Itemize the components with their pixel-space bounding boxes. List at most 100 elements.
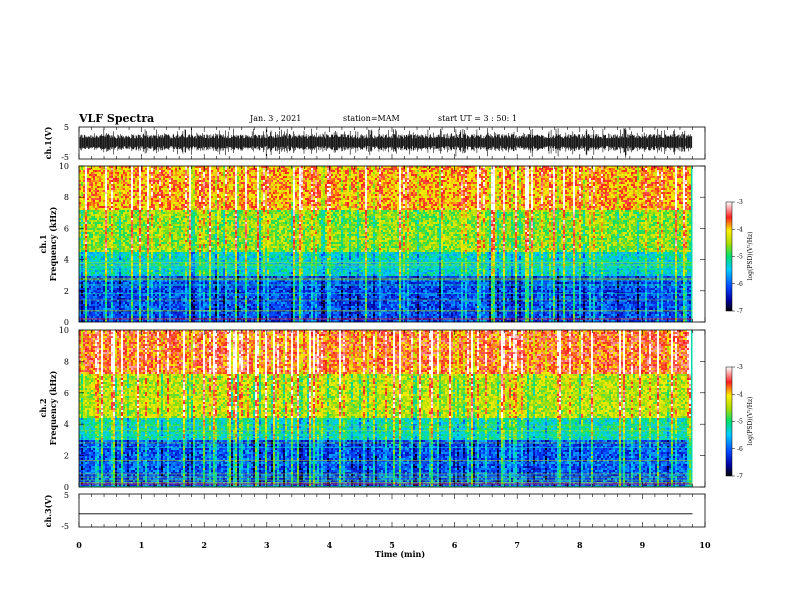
ch1-spectrogram-cell	[89, 180, 91, 182]
ch1-spectrogram-cell	[79, 200, 81, 202]
ch1-spectrogram-cell	[139, 286, 141, 288]
ch1-spectrogram-cell	[137, 312, 139, 314]
ch1-spectrogram-cell	[97, 208, 99, 210]
ch1-spectrogram-cell	[165, 178, 167, 180]
ch1-spectrogram-cell	[147, 180, 149, 182]
ch1-spectrogram-cell	[115, 182, 117, 184]
ch1-spectrogram-cell	[177, 320, 179, 322]
ch1-spectrogram-cell	[169, 212, 171, 214]
ch1-spectrogram-cell	[79, 190, 81, 192]
ch1-spectrogram-cell	[171, 296, 173, 298]
ch1-spectrogram-cell	[181, 224, 183, 226]
ch1-spectrogram-cell	[185, 294, 187, 296]
ch1-spectrogram-cell	[133, 178, 135, 180]
ch1-spectrogram-cell	[137, 166, 139, 168]
ch1-spectrogram-cell	[95, 232, 97, 234]
ch1-spectrogram-cell	[175, 302, 177, 304]
ch1-spectrogram-cell	[131, 184, 133, 186]
ch1-spectrogram-cell	[105, 290, 107, 292]
ch1-spectrogram-cell	[129, 176, 131, 178]
ch1-spectrogram-cell	[197, 300, 199, 302]
ch1-spectrogram-cell	[91, 298, 93, 300]
ch1-spectrogram-cell	[163, 240, 165, 242]
ch1-spectrogram-cell	[181, 260, 183, 262]
ch1-spectrogram-cell	[93, 290, 95, 292]
ch1-spectrogram-cell	[161, 210, 163, 212]
ch1-spectrogram-cell	[187, 312, 189, 314]
ch1-spectrogram-cell	[143, 240, 145, 242]
ch1-spectrogram-cell	[85, 300, 87, 302]
ch1-spectrogram-cell	[89, 168, 91, 170]
ch1-spectrogram-cell	[165, 180, 167, 182]
ch1-spectrogram-cell	[163, 300, 165, 302]
ch1-spectrogram-cell	[185, 216, 187, 218]
ch1-spectrogram-cell	[165, 240, 167, 242]
ch1-spectrogram-cell	[183, 182, 185, 184]
ch1-spectrogram-cell	[173, 186, 175, 188]
ch1-spectrogram-cell	[183, 248, 185, 250]
ch1-spectrogram-cell	[161, 252, 163, 254]
ch1-spectrogram-cell	[163, 270, 165, 272]
ch1-spectrogram-cell	[187, 300, 189, 302]
ch1-spectrogram-cell	[101, 186, 103, 188]
ch1-spectrogram-cell	[161, 314, 163, 316]
ch1-spectrogram-cell	[185, 168, 187, 170]
ch1-spectrogram-cell	[203, 214, 205, 216]
ch1-spectrogram-cell	[139, 176, 141, 178]
ch1-spectrogram-cell	[183, 276, 185, 278]
ch1-spectrogram-cell	[141, 244, 143, 246]
ch1-spectrogram-cell	[153, 296, 155, 298]
ch1-spectrogram-cell	[189, 254, 191, 256]
ch1-spectrogram-cell	[171, 306, 173, 308]
ch1-spectrogram-cell	[145, 198, 147, 200]
ch1-spectrogram-cell	[185, 274, 187, 276]
ch1-spectrogram-cell	[193, 304, 195, 306]
ch1-spectrogram-cell	[177, 260, 179, 262]
ch1-spectrogram-cell	[181, 188, 183, 190]
ch1-spectrogram-cell	[171, 196, 173, 198]
ch1-spectrogram-cell	[143, 294, 145, 296]
ch1-spectrogram-cell	[101, 254, 103, 256]
ch1-spectrogram-cell	[131, 282, 133, 284]
ch1-spectrogram-cell	[107, 238, 109, 240]
ch1-spectrogram-cell	[151, 182, 153, 184]
ch1-spectrogram-cell	[169, 306, 171, 308]
ch1-spectrogram-cell	[145, 174, 147, 176]
ch1-spectrogram-cell	[125, 304, 127, 306]
ch1-spectrogram-cell	[79, 256, 81, 258]
ch1-spectrogram-cell	[201, 188, 203, 190]
ch1-spectrogram-cell	[105, 202, 107, 204]
ch1-spectrogram-cell	[197, 170, 199, 172]
ch1-spectrogram-cell	[79, 312, 81, 314]
ch1-spectrogram-cell	[195, 224, 197, 226]
ch1-spectrogram-cell	[161, 288, 163, 290]
ch1-spectrogram-cell	[197, 234, 199, 236]
ch1-spectrogram-cell	[155, 236, 157, 238]
ch1-spectrogram-cell	[79, 234, 81, 236]
ch1-spectrogram-cell	[129, 260, 131, 262]
ch1-spectrogram-cell	[147, 216, 149, 218]
ch1-spectrogram-cell	[151, 252, 153, 254]
ch1-spectrogram-cell	[131, 176, 133, 178]
ch1-spectrogram-cell	[185, 226, 187, 228]
ch1-spectrogram-cell	[115, 212, 117, 214]
ch1-spectrogram-cell	[119, 232, 121, 234]
ch1-spectrogram-cell	[145, 178, 147, 180]
ch1-spectrogram-cell	[129, 220, 131, 222]
ch1-spectrogram-cell	[175, 228, 177, 230]
ch1-spectrogram-cell	[119, 258, 121, 260]
ch1-spectrogram-cell	[157, 276, 159, 278]
ch1-spectrogram-cell	[109, 212, 111, 214]
ch1-spectrogram-cell	[199, 210, 201, 212]
ch1-spectrogram-cell	[93, 212, 95, 214]
ch1-spectrogram-cell	[185, 268, 187, 270]
ch1-spectrogram-cell	[121, 274, 123, 276]
ch1-spectrogram-cell	[173, 222, 175, 224]
ch1-spectrogram-cell	[165, 320, 167, 322]
ch1-spectrogram-cell	[181, 298, 183, 300]
ch1-spectrogram-cell	[115, 316, 117, 318]
ch1-spectrogram-cell	[85, 200, 87, 202]
ch1-spectrogram-cell	[167, 222, 169, 224]
ch1-spectrogram-cell	[173, 194, 175, 196]
ch1-spectrogram-cell	[161, 216, 163, 218]
